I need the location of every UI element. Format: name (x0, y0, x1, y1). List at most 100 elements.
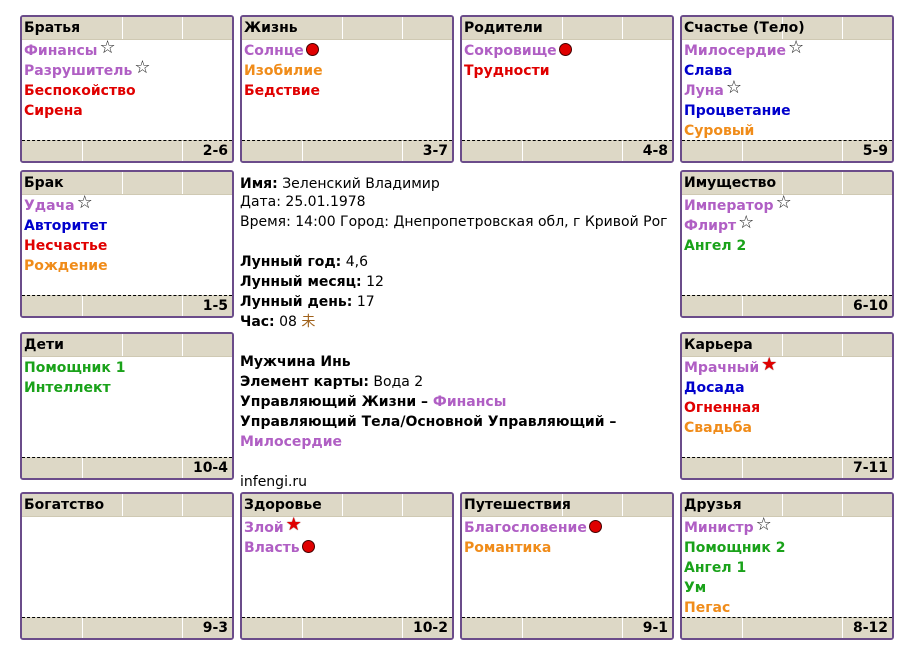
body-ruler-value-line: Милосердие (240, 432, 342, 452)
star-list: Министр ☆ Помощник 2 Ангел 1 Ум Пегас (684, 516, 890, 618)
palace-branch-numbers: 9-3 (202, 620, 228, 636)
element-value: Вода 2 (368, 374, 424, 390)
star-item[interactable]: Император ☆ (684, 194, 890, 216)
star-item[interactable]: Досада (684, 378, 890, 398)
star-item[interactable]: Изобилие (244, 61, 450, 81)
footer-divider (82, 618, 83, 638)
header-divider (182, 172, 183, 194)
palace-bogatstvo: Богатство 9-3 (20, 492, 234, 640)
star-item[interactable]: Сокровище (464, 41, 670, 61)
star-name: Рождение (24, 258, 108, 274)
star-item[interactable]: Ангел 1 (684, 558, 890, 578)
header-divider (782, 172, 783, 194)
star-item[interactable]: Романтика (464, 538, 670, 558)
star-name: Благословение (464, 520, 587, 536)
star-item[interactable]: Ангел 2 (684, 236, 890, 256)
star-item[interactable]: Благословение (464, 518, 670, 538)
star-item[interactable]: Сирена (24, 101, 230, 121)
gender-value: Мужчина Инь (240, 354, 351, 370)
footer-divider (622, 618, 623, 638)
star-item[interactable]: Свадьба (684, 418, 890, 438)
palace-branch-numbers: 3-7 (422, 143, 448, 159)
footer-divider (742, 458, 743, 478)
star-item[interactable]: Мрачный ★ (684, 354, 890, 378)
star-item[interactable]: Власть (244, 538, 450, 558)
star-item[interactable]: Бедствие (244, 81, 450, 101)
star-name: Злой (244, 520, 284, 536)
element-line: Элемент карты: Вода 2 (240, 372, 423, 392)
star-item[interactable]: Помощник 1 (24, 358, 230, 378)
palace-footer: 6-10 (682, 295, 892, 316)
palace-footer: 9-3 (22, 617, 232, 638)
palace-title: Родители (464, 20, 543, 36)
palace-footer: 3-7 (242, 140, 452, 161)
palace-header: Счастье (Тело) (682, 17, 892, 40)
header-divider (622, 17, 623, 39)
star-list: Финансы ☆ Разрушитель ☆ Беспокойство Сирена (24, 37, 230, 121)
palace-title: Дети (24, 337, 64, 353)
red-star-icon: ★ (761, 354, 778, 375)
star-item[interactable]: Суровый (684, 121, 890, 141)
star-item[interactable]: Разрушитель ☆ (24, 59, 230, 81)
footer-divider (742, 141, 743, 161)
footer-divider (522, 141, 523, 161)
star-name: Слава (684, 63, 733, 79)
star-item[interactable]: Ум (684, 578, 890, 598)
star-list: Благословение Романтика (464, 518, 670, 558)
palace-title: Здоровье (244, 497, 322, 513)
star-name: Солнце (244, 43, 304, 59)
hour-line: Час: 08 未 (240, 312, 315, 332)
star-item[interactable]: Рождение (24, 256, 230, 276)
star-item[interactable]: Флирт ☆ (684, 214, 890, 236)
footer-divider (402, 141, 403, 161)
star-item[interactable]: Луна ☆ (684, 79, 890, 101)
lunar-day-line: Лунный день: 17 (240, 292, 375, 312)
palace-karera: Карьера Мрачный ★ Досада Огненная Свадьба 7-11 (680, 332, 894, 480)
header-divider (842, 494, 843, 516)
star-list: Милосердие ☆ Слава Луна ☆ Процветание Суровый (684, 39, 890, 141)
star-item[interactable]: Несчастье (24, 236, 230, 256)
star-name: Огненная (684, 400, 761, 416)
palace-schastie: Счастье (Тело) Милосердие ☆ Слава Луна ☆ Процв… (680, 15, 894, 163)
star-name: Помощник 1 (24, 360, 126, 376)
star-item[interactable]: Милосердие ☆ (684, 39, 890, 61)
star-name: Ум (684, 580, 707, 596)
header-divider (782, 334, 783, 356)
star-item[interactable]: Пегас (684, 598, 890, 618)
header-divider (182, 494, 183, 516)
red-star-icon: ★ (285, 514, 302, 535)
palace-header: Богатство (22, 494, 232, 517)
lunar-month-value: 12 (361, 274, 384, 290)
star-item[interactable]: Помощник 2 (684, 538, 890, 558)
star-item[interactable]: Злой ★ (244, 514, 450, 538)
lunar-month-line: Лунный месяц: 12 (240, 272, 384, 292)
site-link[interactable]: infengi.ru (240, 474, 308, 490)
outline-star-icon: ☆ (99, 37, 116, 58)
palace-footer: 8-12 (682, 617, 892, 638)
palace-branch-numbers: 5-9 (862, 143, 888, 159)
footer-divider (842, 296, 843, 316)
header-divider (842, 172, 843, 194)
star-name: Власть (244, 540, 300, 556)
star-item[interactable]: Удача ☆ (24, 194, 230, 216)
header-divider (782, 17, 783, 39)
star-item[interactable]: Министр ☆ (684, 516, 890, 538)
star-item[interactable]: Солнце (244, 41, 450, 61)
star-item[interactable]: Финансы ☆ (24, 37, 230, 61)
star-item[interactable]: Огненная (684, 398, 890, 418)
star-item[interactable]: Авторитет (24, 216, 230, 236)
star-item[interactable]: Беспокойство (24, 81, 230, 101)
star-item[interactable]: Процветание (684, 101, 890, 121)
star-name: Свадьба (684, 420, 752, 436)
star-name: Суровый (684, 123, 755, 139)
star-item[interactable]: Интеллект (24, 378, 230, 398)
palace-brak: Брак Удача ☆ Авторитет Несчастье Рождение 1-5 (20, 170, 234, 318)
star-list: Удача ☆ Авторитет Несчастье Рождение (24, 194, 230, 276)
life-ruler-value: Финансы (428, 394, 507, 410)
palace-header: Друзья (682, 494, 892, 517)
header-divider (782, 494, 783, 516)
palace-imushchestvo: Имущество Император ☆ Флирт ☆ Ангел 2 6-10 (680, 170, 894, 318)
star-item[interactable]: Трудности (464, 61, 670, 81)
star-item[interactable]: Слава (684, 61, 890, 81)
star-name: Милосердие (684, 43, 787, 59)
